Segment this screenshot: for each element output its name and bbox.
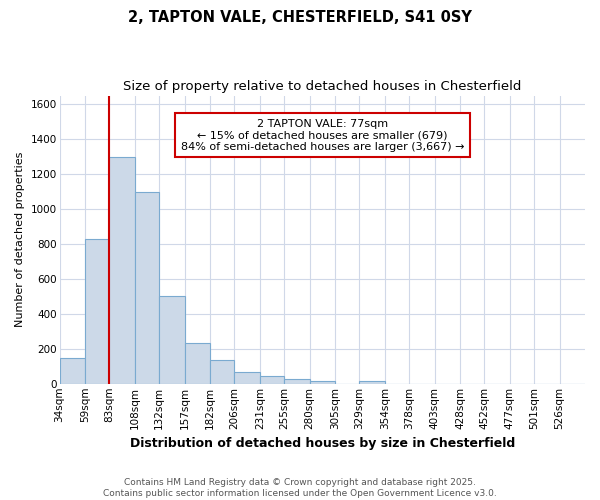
Bar	[59, 358, 85, 384]
Bar	[310, 381, 335, 384]
Bar	[235, 372, 260, 384]
Bar	[135, 192, 159, 384]
Bar	[284, 380, 310, 384]
Bar	[109, 156, 135, 384]
Bar	[260, 376, 284, 384]
Bar	[185, 342, 210, 384]
Text: 2, TAPTON VALE, CHESTERFIELD, S41 0SY: 2, TAPTON VALE, CHESTERFIELD, S41 0SY	[128, 10, 472, 25]
Bar	[359, 381, 385, 384]
Title: Size of property relative to detached houses in Chesterfield: Size of property relative to detached ho…	[123, 80, 521, 93]
X-axis label: Distribution of detached houses by size in Chesterfield: Distribution of detached houses by size …	[130, 437, 515, 450]
Y-axis label: Number of detached properties: Number of detached properties	[15, 152, 25, 328]
Text: Contains HM Land Registry data © Crown copyright and database right 2025.
Contai: Contains HM Land Registry data © Crown c…	[103, 478, 497, 498]
Bar	[85, 239, 109, 384]
Bar	[159, 296, 185, 384]
Text: 2 TAPTON VALE: 77sqm
← 15% of detached houses are smaller (679)
84% of semi-deta: 2 TAPTON VALE: 77sqm ← 15% of detached h…	[181, 118, 464, 152]
Bar	[210, 360, 235, 384]
